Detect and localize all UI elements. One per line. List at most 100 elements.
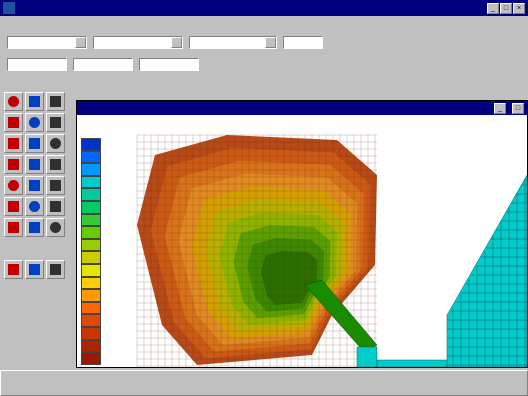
tool-button[interactable] bbox=[4, 113, 23, 132]
zoom-out-icon bbox=[29, 159, 40, 170]
scalar-select[interactable] bbox=[283, 35, 323, 49]
status-bar bbox=[0, 370, 528, 396]
tool-button[interactable] bbox=[25, 197, 44, 216]
display-icon bbox=[50, 222, 61, 233]
legend-row bbox=[81, 213, 151, 227]
tool-button[interactable] bbox=[4, 260, 23, 279]
tool-button[interactable] bbox=[4, 197, 23, 216]
legend-row bbox=[81, 251, 151, 264]
rotate-icon bbox=[29, 180, 40, 191]
legend-swatch bbox=[81, 339, 101, 353]
tool-button[interactable] bbox=[46, 92, 65, 111]
tool-button[interactable] bbox=[25, 176, 44, 195]
coverage-select[interactable] bbox=[7, 35, 87, 49]
legend-swatch bbox=[81, 163, 101, 176]
tool-button[interactable] bbox=[25, 113, 44, 132]
create-node-icon bbox=[8, 117, 19, 128]
legend-row bbox=[81, 263, 151, 277]
tool-button[interactable] bbox=[46, 134, 65, 153]
legend-swatch bbox=[81, 251, 101, 264]
tool-button[interactable] bbox=[25, 260, 44, 279]
tool-button[interactable] bbox=[46, 113, 65, 132]
legend-row bbox=[81, 163, 151, 176]
measure-icon bbox=[50, 180, 61, 191]
help-icon bbox=[29, 264, 40, 275]
legend-row bbox=[81, 238, 151, 252]
mesh-window-maximize-button[interactable]: □ bbox=[512, 102, 524, 114]
refresh-icon bbox=[8, 222, 19, 233]
mesh-canvas[interactable] bbox=[77, 115, 527, 367]
timestep-select[interactable] bbox=[189, 35, 277, 49]
tool-button[interactable] bbox=[4, 92, 23, 111]
legend-swatch bbox=[81, 138, 101, 151]
tool-button[interactable] bbox=[25, 218, 44, 237]
legend-row bbox=[81, 150, 151, 164]
contour-band bbox=[260, 250, 318, 305]
tool-button[interactable] bbox=[4, 134, 23, 153]
channel-segment bbox=[376, 359, 448, 367]
frame-icon bbox=[8, 180, 19, 191]
outlet-channel bbox=[304, 279, 378, 354]
legend-swatch bbox=[81, 226, 101, 239]
tool-button[interactable] bbox=[46, 197, 65, 216]
legend-row bbox=[81, 138, 151, 151]
toolbar-field[interactable] bbox=[73, 57, 133, 71]
chevron-down-icon[interactable] bbox=[265, 36, 276, 48]
legend-swatch bbox=[81, 326, 101, 340]
vector-icon bbox=[50, 201, 61, 212]
pointer-icon bbox=[8, 264, 19, 275]
mesh-window-minimize-button[interactable]: _ bbox=[494, 102, 506, 114]
legend-rows bbox=[81, 138, 151, 365]
legend-header bbox=[81, 129, 151, 138]
mesh-window: _ □ bbox=[76, 100, 528, 368]
maximize-button[interactable]: □ bbox=[500, 2, 512, 14]
tool-button[interactable] bbox=[25, 155, 44, 174]
minimize-button[interactable]: _ bbox=[487, 2, 499, 14]
tool-button[interactable] bbox=[46, 155, 65, 174]
split-icon bbox=[50, 138, 61, 149]
legend-row bbox=[81, 276, 151, 290]
tool-button[interactable] bbox=[46, 260, 65, 279]
close-button[interactable]: × bbox=[513, 2, 525, 14]
toolbar-field[interactable] bbox=[139, 57, 199, 71]
tool-button[interactable] bbox=[25, 92, 44, 111]
cyan-mesh bbox=[446, 174, 527, 367]
contour-legend bbox=[81, 129, 151, 365]
tool-button[interactable] bbox=[46, 218, 65, 237]
tool-button[interactable] bbox=[4, 155, 23, 174]
tool-button[interactable] bbox=[4, 218, 23, 237]
legend-swatch bbox=[81, 150, 101, 164]
legend-row bbox=[81, 326, 151, 340]
menu-bar bbox=[0, 17, 528, 31]
pan-icon bbox=[50, 159, 61, 170]
select-element-icon bbox=[50, 117, 61, 128]
select-icon bbox=[8, 96, 19, 107]
legend-swatch bbox=[81, 200, 101, 214]
chevron-down-icon[interactable] bbox=[75, 36, 86, 48]
contour-icon bbox=[29, 201, 40, 212]
chevron-down-icon[interactable] bbox=[171, 36, 182, 48]
legend-swatch bbox=[81, 289, 101, 302]
close-icon bbox=[50, 264, 61, 275]
legend-swatch bbox=[81, 213, 101, 227]
tool-button[interactable] bbox=[46, 176, 65, 195]
legend-swatch bbox=[81, 238, 101, 252]
toolbar-field[interactable] bbox=[7, 57, 67, 71]
title-bar: _ □ × bbox=[0, 0, 528, 16]
legend-row bbox=[81, 339, 151, 353]
toolbar-primary bbox=[0, 32, 528, 52]
legend-row bbox=[81, 314, 151, 327]
tool-button[interactable] bbox=[4, 176, 23, 195]
legend-row bbox=[81, 188, 151, 201]
tool-button[interactable] bbox=[25, 134, 44, 153]
mesh-window-title-bar: _ □ bbox=[77, 101, 527, 115]
merge-icon bbox=[29, 138, 40, 149]
legend-swatch bbox=[81, 263, 101, 277]
grid-icon bbox=[8, 201, 19, 212]
element-icon bbox=[50, 96, 61, 107]
app-icon bbox=[3, 2, 15, 14]
node-icon bbox=[29, 96, 40, 107]
toolbar-secondary bbox=[0, 54, 528, 74]
legend-swatch bbox=[81, 352, 101, 365]
solution-select[interactable] bbox=[93, 35, 183, 49]
